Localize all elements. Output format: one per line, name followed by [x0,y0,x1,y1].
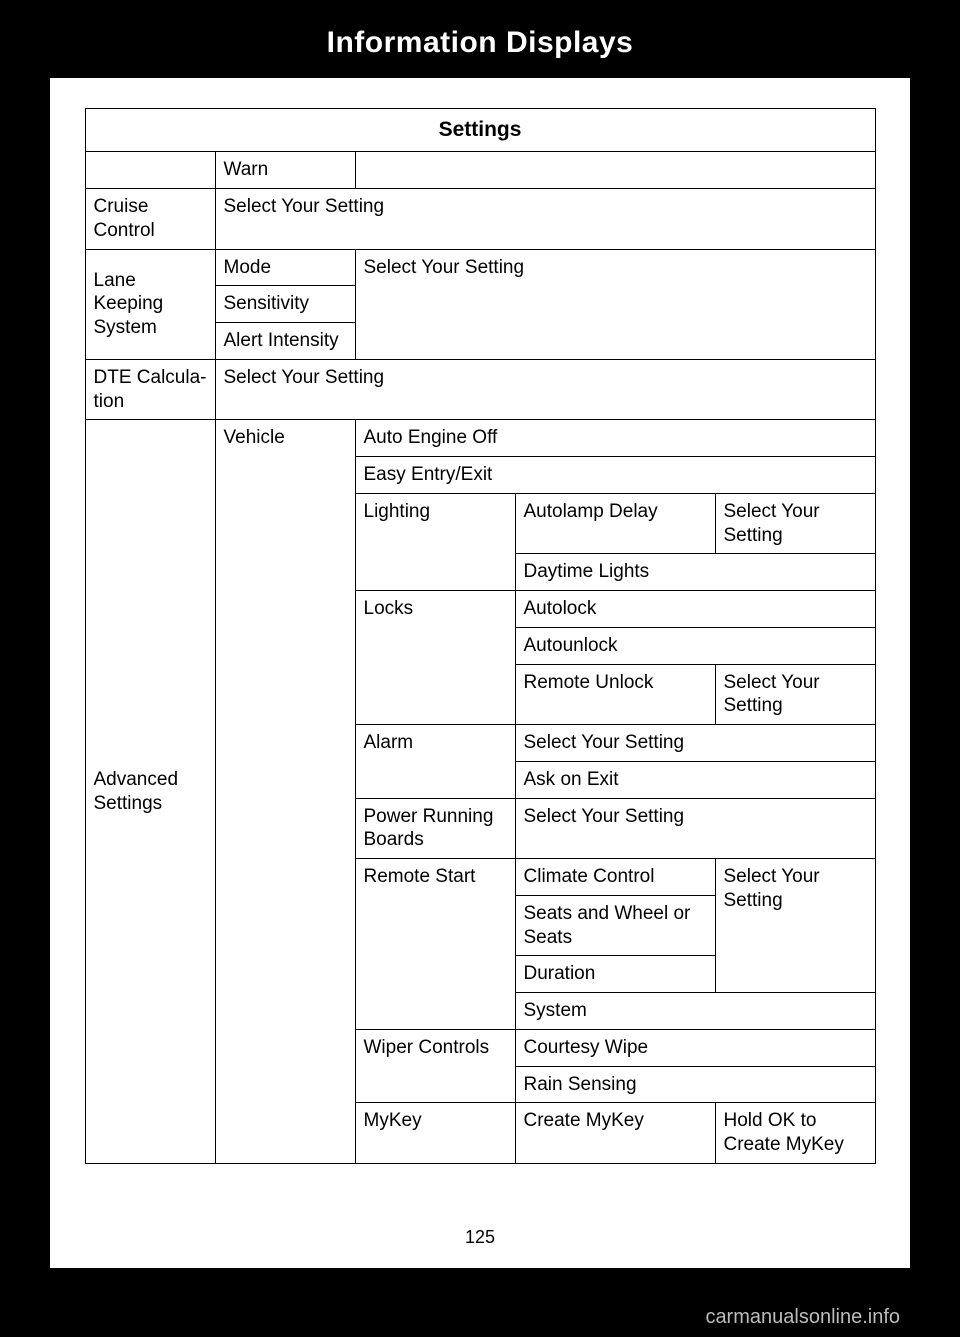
cell-select-setting: Select Your Setting [355,249,875,359]
cell-auto-engine-off: Auto Engine Off [355,420,875,457]
cell-seats-wheel: Seats and Wheel or Seats [515,895,715,956]
cell-dte-calc: DTE Calcula-tion [85,359,215,420]
table-title-row: Settings [85,109,875,152]
cell-power-running-boards: Power Running Boards [355,798,515,859]
cell-remote-unlock: Remote Unlock [515,664,715,725]
cell-daytime-lights: Daytime Lights [515,554,875,591]
cell-remote-start: Remote Start [355,859,515,1030]
cell-autolamp-delay: Autolamp Delay [515,493,715,554]
page-number: 125 [50,1227,910,1248]
cell-locks: Locks [355,591,515,725]
cell-vehicle: Vehicle [215,420,355,1164]
cell-climate-control: Climate Control [515,859,715,896]
cell-advanced-settings: Advanced Settings [85,420,215,1164]
cell-create-mykey: Create MyKey [515,1103,715,1164]
cell-select-setting: Select Your Setting [515,798,875,859]
cell-warn: Warn [215,152,355,189]
cell-lane-keeping: Lane Keeping System [85,249,215,359]
cell-select-setting: Select Your Setting [715,493,875,554]
cell-select-setting: Select Your Setting [515,725,875,762]
cell-lighting: Lighting [355,493,515,590]
cell-hold-ok: Hold OK to Create MyKey [715,1103,875,1164]
cell-rain-sensing: Rain Sensing [515,1066,875,1103]
cell-autounlock: Autounlock [515,627,875,664]
table-row: Cruise Control Select Your Setting [85,189,875,250]
content-sheet: Settings Warn Cruise Control Select Your… [50,78,910,1268]
cell-autolock: Autolock [515,591,875,628]
cell-sensitivity: Sensitivity [215,286,355,323]
cell-mode: Mode [215,249,355,286]
cell-system: System [515,993,875,1030]
cell-empty [85,152,215,189]
cell-select-setting: Select Your Setting [215,189,875,250]
page: Information Displays Settings Warn Cruis… [0,0,960,1337]
cell-duration: Duration [515,956,715,993]
cell-alert-intensity: Alert Intensity [215,323,355,360]
cell-select-setting: Select Your Setting [715,859,875,993]
cell-cruise-control: Cruise Control [85,189,215,250]
cell-select-setting: Select Your Setting [715,664,875,725]
page-header: Information Displays [0,0,960,78]
cell-ask-on-exit: Ask on Exit [515,761,875,798]
cell-easy-entry: Easy Entry/Exit [355,457,875,494]
table-row: Advanced Settings Vehicle Auto Engine Of… [85,420,875,457]
page-title: Information Displays [0,26,960,60]
cell-mykey: MyKey [355,1103,515,1164]
table-title: Settings [85,109,875,152]
table-row: Warn [85,152,875,189]
table-row: Lane Keeping System Mode Select Your Set… [85,249,875,286]
cell-alarm: Alarm [355,725,515,799]
watermark: carmanualsonline.info [705,1306,900,1329]
cell-select-setting: Select Your Setting [215,359,875,420]
cell-courtesy-wipe: Courtesy Wipe [515,1029,875,1066]
settings-table: Settings Warn Cruise Control Select Your… [85,108,876,1164]
cell-wiper-controls: Wiper Controls [355,1029,515,1103]
table-row: DTE Calcula-tion Select Your Setting [85,359,875,420]
cell-empty [355,152,875,189]
